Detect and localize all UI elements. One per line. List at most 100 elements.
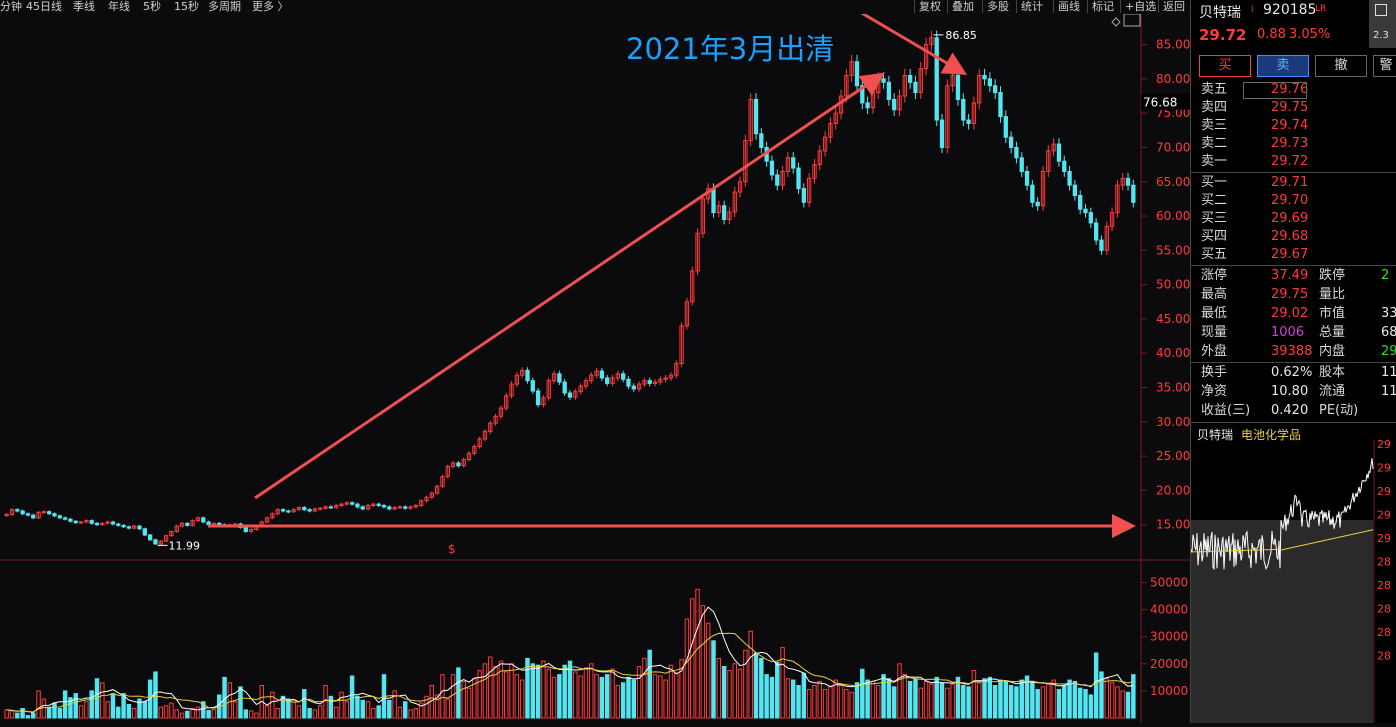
candle (759, 133, 764, 148)
volume-bar (881, 674, 886, 719)
stat-label: 股本 (1319, 365, 1346, 380)
candle (886, 81, 892, 100)
period-quarter[interactable]: 季线 (73, 0, 95, 13)
overlay-button[interactable]: 叠加 (947, 0, 978, 13)
candle (939, 119, 945, 148)
volume-bar (254, 712, 259, 719)
stat-row: 现量 1006 总量 68 (1191, 324, 1396, 342)
volume-bar (732, 663, 737, 719)
stat-label: 市值 (1319, 306, 1346, 321)
volume-bar (817, 680, 823, 719)
stat-value: 68 (1381, 325, 1396, 340)
volume-bar (647, 649, 652, 719)
buy-button[interactable]: 买 (1199, 55, 1251, 77)
volume-bar (9, 710, 15, 719)
volume-bar (658, 675, 663, 719)
volume-bar (466, 687, 472, 719)
rise-arrow (254, 72, 885, 500)
volume-bar (41, 698, 47, 719)
volume-bar (248, 710, 254, 719)
back-button[interactable]: 返回 (1158, 0, 1189, 13)
volume-bar (955, 676, 961, 719)
price-input-box[interactable] (1243, 82, 1307, 99)
intraday-area (1191, 520, 1373, 723)
stat-row: 最高 29.75 量比 (1191, 286, 1396, 304)
volume-bar (982, 678, 987, 719)
statistics-button[interactable]: 统计 (1016, 0, 1047, 13)
price-tick-label: 75.00 (1156, 106, 1190, 120)
volume-bar (913, 678, 918, 719)
add-watchlist-button[interactable]: +自选 (1120, 0, 1160, 13)
divider (1191, 265, 1396, 266)
volume-bar (1072, 680, 1078, 719)
candle (419, 500, 424, 507)
adjust-button[interactable]: 复权 (914, 0, 945, 13)
candle (551, 373, 557, 382)
volume-bar (583, 667, 589, 719)
candle (4, 513, 9, 517)
mark-button[interactable]: 标记 (1087, 0, 1118, 13)
candle (169, 531, 174, 537)
period-minute[interactable]: 分钟 (0, 0, 22, 13)
stat-value: 0.62% (1271, 365, 1313, 380)
multi-stock-button[interactable]: 多股 (982, 0, 1013, 13)
volume-bar (860, 668, 865, 719)
alert-button[interactable]: 警 (1373, 55, 1396, 77)
stat-value: 11 (1381, 365, 1396, 380)
candle (397, 506, 403, 509)
volume-bar (971, 670, 977, 719)
volume-bar (998, 679, 1003, 719)
side-widget[interactable]: 2.3 (1369, 0, 1396, 48)
stat-value: 1006 (1271, 325, 1305, 340)
candle (307, 509, 312, 512)
volume-bar (126, 703, 132, 719)
candle (1008, 136, 1014, 148)
industry-label[interactable]: 电池化学品 (1241, 428, 1302, 442)
multi-period-button[interactable]: 多周期 (208, 0, 241, 13)
cancel-order-button[interactable]: 撤 (1315, 55, 1367, 77)
candle (174, 525, 179, 533)
stat-value: 37.49 (1271, 268, 1309, 283)
candle (1019, 157, 1024, 172)
price-change-pct: 3.05% (1289, 27, 1331, 42)
candle (344, 502, 349, 505)
draw-line-button[interactable]: 画线 (1053, 0, 1084, 13)
candle (1003, 116, 1008, 138)
more-button[interactable]: 更多 〉 (252, 0, 289, 13)
volume-bar (179, 712, 185, 719)
sell-button[interactable]: 卖 (1257, 55, 1309, 77)
volume-bar (312, 709, 318, 719)
divider (1191, 172, 1396, 173)
ask-label: 卖五 (1201, 82, 1228, 97)
period-year[interactable]: 年线 (108, 0, 130, 13)
candle (961, 98, 966, 121)
volume-tick-label: 40000 (1150, 603, 1188, 617)
ask-row: 卖二 29.73 (1191, 135, 1396, 153)
volume-bar (46, 706, 52, 719)
kline-chart[interactable]: 85.00 80.00 75.00 70.00 65.00 60.00 55.00 50.00… (0, 10, 1190, 723)
volume-bar (296, 705, 302, 719)
volume-bar (328, 695, 334, 719)
candle (573, 391, 578, 398)
candle (844, 74, 849, 97)
candle (201, 517, 206, 523)
stat-value: 29.02 (1271, 306, 1309, 321)
period-45day[interactable]: 45日线 (26, 0, 62, 13)
candle (461, 459, 466, 467)
candle (907, 74, 913, 83)
volume-bar (211, 708, 217, 719)
candle (849, 61, 854, 76)
candle (881, 78, 886, 83)
info-icon[interactable]: i (1251, 5, 1254, 15)
candle (248, 529, 254, 533)
stat-label: 量比 (1319, 287, 1346, 302)
period-5s[interactable]: 5秒 (143, 0, 161, 13)
candle (94, 522, 100, 526)
period-15s[interactable]: 15秒 (174, 0, 199, 13)
low-label: 11.99 (168, 539, 200, 552)
intraday-panel: 贝特瑞 电池化学品 29 29 29 29 29 28 28 28 28 28 (1191, 424, 1396, 723)
kline-chart-area[interactable]: 85.00 80.00 75.00 70.00 65.00 60.00 55.00 50.00… (0, 10, 1190, 723)
intraday-chart[interactable]: 29 29 29 29 29 28 28 28 28 28 (1191, 440, 1396, 723)
candle (828, 122, 833, 138)
volume-bar (929, 683, 934, 719)
